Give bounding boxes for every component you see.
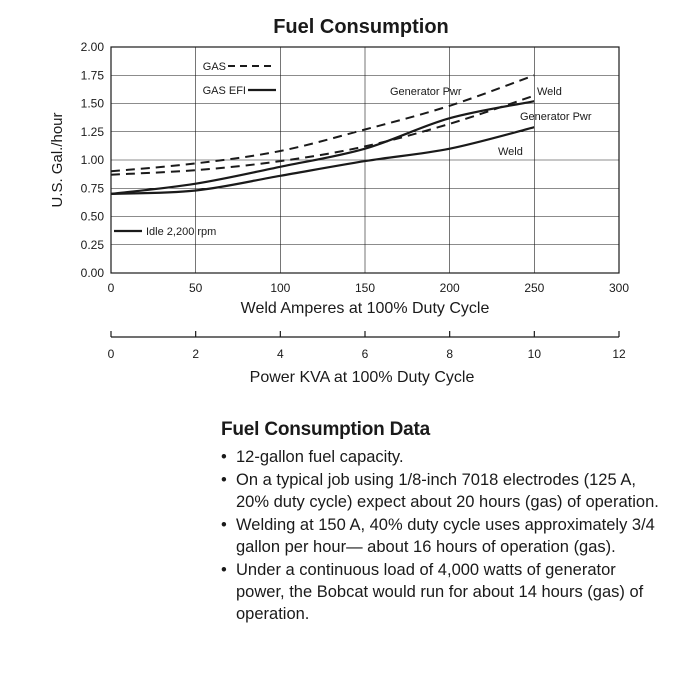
x-tick-label: 0	[108, 281, 115, 295]
x-tick-label: 200	[440, 281, 460, 295]
x-tick-label: 150	[355, 281, 375, 295]
secondary-axis-tick-label: 0	[108, 347, 115, 361]
secondary-axis-tick-label: 10	[528, 347, 542, 361]
y-tick-label: 0.75	[81, 181, 105, 195]
secondary-axis-tick-label: 12	[612, 347, 626, 361]
annotation-generator-pwr-gas: Generator Pwr	[390, 86, 462, 98]
legend-label-gas: GAS	[203, 61, 226, 73]
annotation-weld-efi: Weld	[498, 146, 523, 158]
secondary-axis-tick-label: 4	[277, 347, 284, 361]
note-item: On a typical job using 1/8-inch 7018 ele…	[221, 469, 661, 513]
secondary-axis: 0 2 4 6 8 10 12 Power KVA at 100% Duty Cycle	[108, 331, 626, 386]
y-tick-label: 1.25	[81, 125, 105, 139]
series-annotations: Generator Pwr Weld Generator Pwr Weld	[390, 86, 592, 158]
note-item: Under a continuous load of 4,000 watts o…	[221, 559, 661, 625]
fuel-consumption-chart: Fuel Consumption 0.00 0.25 0.50 0.75 1.00 1.2…	[49, 16, 630, 386]
x-tick-label: 250	[524, 281, 544, 295]
secondary-axis-ticks: 0 2 4 6 8 10 12	[108, 331, 626, 361]
y-tick-label: 0.50	[81, 210, 105, 224]
secondary-axis-label: Power KVA at 100% Duty Cycle	[250, 369, 475, 386]
secondary-axis-tick-label: 2	[192, 347, 199, 361]
legend: GAS GAS EFI	[203, 61, 276, 97]
series-line-gas-efi-weld	[110, 126, 535, 195]
y-axis-label: U.S. Gal./hour	[49, 112, 66, 207]
x-axis-ticks: 0 50 100 150 200 250 300	[108, 281, 630, 295]
note-item: Welding at 150 A, 40% duty cycle uses ap…	[221, 514, 661, 558]
series-line-gas-efi-generator-pwr	[110, 100, 535, 195]
x-axis-label: Weld Amperes at 100% Duty Cycle	[241, 300, 490, 317]
y-tick-label: 0.25	[81, 238, 105, 252]
y-tick-label: 1.00	[81, 153, 105, 167]
idle-indicator: Idle 2,200 rpm	[114, 226, 216, 238]
series-line-gas-generator-pwr	[110, 74, 535, 173]
y-tick-label: 2.00	[81, 40, 105, 54]
secondary-axis-tick-label: 6	[362, 347, 369, 361]
chart-title: Fuel Consumption	[273, 16, 449, 38]
plot-frame	[110, 46, 620, 274]
notes-heading: Fuel Consumption Data	[221, 419, 431, 440]
y-tick-label: 0.00	[81, 266, 105, 280]
y-tick-label: 1.75	[81, 68, 105, 82]
y-axis-ticks: 0.00 0.25 0.50 0.75 1.00 1.25 1.50 1.75 2.00	[81, 40, 105, 280]
y-tick-label: 1.50	[81, 97, 105, 111]
annotation-generator-pwr-efi: Generator Pwr	[520, 111, 592, 123]
x-tick-label: 50	[189, 281, 203, 295]
fuel-consumption-notes: Fuel Consumption Data 12-gallon fuel cap…	[221, 419, 661, 626]
secondary-axis-tick-label: 8	[446, 347, 453, 361]
notes-list: 12-gallon fuel capacity. On a typical jo…	[221, 446, 661, 625]
x-tick-label: 100	[270, 281, 290, 295]
series-line-gas-weld	[110, 94, 535, 176]
x-tick-label: 300	[609, 281, 629, 295]
note-item: 12-gallon fuel capacity.	[221, 446, 661, 468]
legend-label-gas-efi: GAS EFI	[203, 85, 246, 97]
series-lines	[110, 74, 535, 195]
idle-label: Idle 2,200 rpm	[146, 226, 216, 238]
annotation-weld-gas: Weld	[537, 86, 562, 98]
